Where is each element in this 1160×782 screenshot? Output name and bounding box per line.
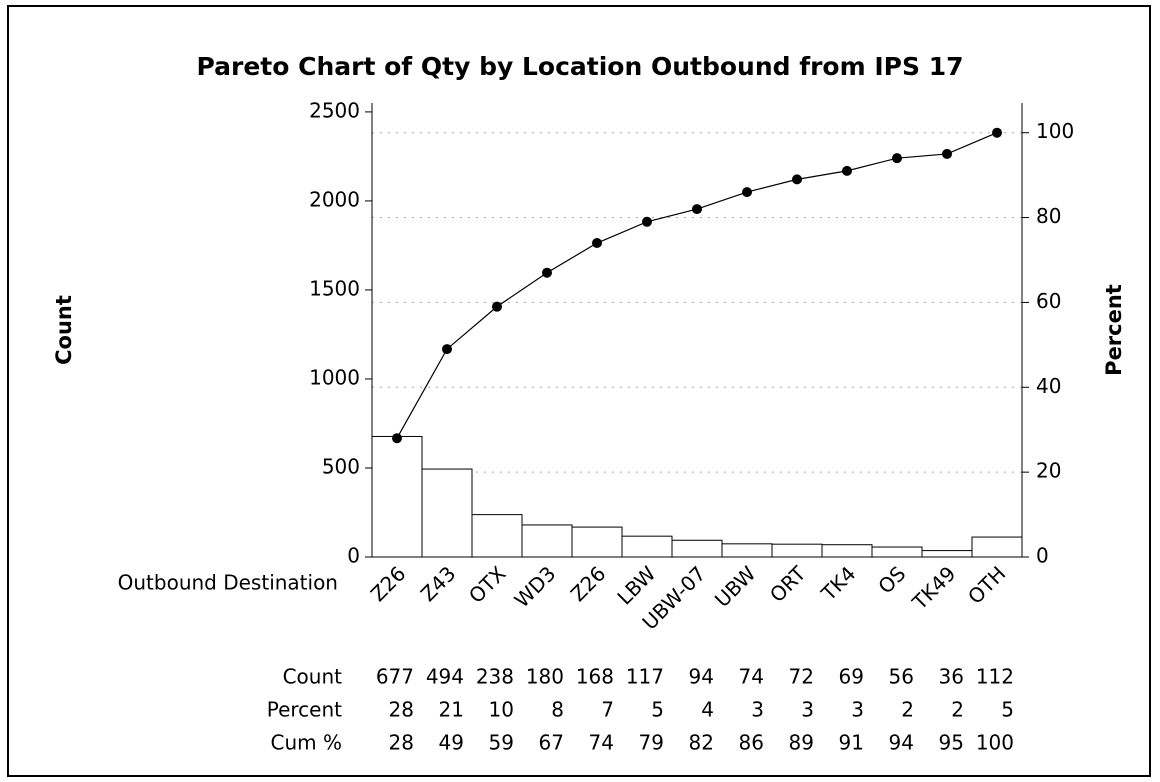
cumulative-point: [942, 148, 952, 159]
frame: [7, 5, 1151, 777]
bar: [571, 526, 623, 558]
cumulative-point: [692, 204, 702, 215]
table-cell: 67: [539, 731, 564, 755]
cumulative-point: [842, 165, 852, 176]
y2-axis-label: Percent: [1102, 284, 1126, 376]
table-cell: 168: [576, 665, 614, 689]
cumulative-point: [492, 301, 502, 312]
table-cell: 3: [801, 698, 814, 722]
y2-tick-label: 60: [1036, 289, 1061, 313]
y2-tick-label: 80: [1036, 204, 1061, 228]
table-cell: 49: [439, 731, 464, 755]
bar: [521, 524, 573, 558]
table-cell: 7: [601, 698, 614, 722]
cumulative-point: [592, 238, 602, 249]
table-cell: 28: [389, 731, 414, 755]
table-cell: 5: [651, 698, 664, 722]
cumulative-point: [392, 433, 402, 444]
table-cell: 94: [689, 665, 714, 689]
bar: [621, 535, 673, 558]
x-tick-label: TK49: [907, 561, 961, 615]
x-tick-label: OTX: [464, 561, 511, 608]
table-cell: 74: [589, 731, 614, 755]
bar: [821, 544, 873, 558]
x-tick-label: OTH: [963, 561, 1010, 608]
table-cell: 74: [739, 665, 764, 689]
bar: [671, 539, 723, 558]
table-cell: 8: [551, 698, 564, 722]
table-cell: 677: [376, 665, 414, 689]
y-tick-label: 500: [322, 454, 360, 478]
table-cell: 91: [839, 731, 864, 755]
cumulative-point: [742, 187, 752, 198]
bar: [871, 546, 923, 558]
bar: [421, 468, 473, 558]
table-row-label: Count: [283, 665, 343, 689]
table-cell: 4: [701, 698, 714, 722]
y-axis-label: Count: [52, 295, 76, 365]
table-cell: 69: [839, 665, 864, 689]
table-cell: 21: [439, 698, 464, 722]
table-cell: 5: [1001, 698, 1014, 722]
table-cell: 494: [426, 665, 464, 689]
y2-tick-label: 40: [1036, 374, 1061, 398]
table-row-label: Cum %: [271, 731, 342, 755]
cumulative-point: [542, 267, 552, 278]
x-tick-label: OS: [873, 561, 910, 598]
y-tick-label: 1000: [309, 365, 360, 389]
table-cell: 59: [489, 731, 514, 755]
cumulative-point: [642, 216, 652, 227]
bar: [921, 550, 973, 558]
table-cell: 10: [489, 698, 514, 722]
table-cell: 180: [526, 665, 564, 689]
table-row-label: Percent: [267, 698, 342, 722]
table-cell: 2: [901, 698, 914, 722]
table-cell: 117: [626, 665, 664, 689]
y2-tick-label: 100: [1036, 119, 1074, 143]
cumulative-point: [792, 174, 802, 185]
table-cell: 86: [739, 731, 764, 755]
x-tick-label: TK4: [816, 561, 861, 606]
table-cell: 36: [939, 665, 964, 689]
chart-title: Pareto Chart of Qty by Location Outbound…: [196, 52, 963, 81]
table-cell: 94: [889, 731, 914, 755]
y-tick-label: 2500: [309, 98, 360, 122]
x-tick-label: Z26: [566, 561, 611, 606]
cumulative-point: [892, 153, 902, 164]
cumulative-point: [992, 127, 1002, 138]
bar: [721, 543, 773, 558]
y-tick-label: 2000: [309, 187, 360, 211]
table-cell: 72: [789, 665, 814, 689]
cumulative-point: [442, 344, 452, 355]
bar: [971, 536, 1023, 558]
table-cell: 3: [751, 698, 764, 722]
x-tick-label: UBW: [710, 561, 761, 612]
table-cell: 3: [851, 698, 864, 722]
table-cell: 112: [976, 665, 1014, 689]
y-tick-label: 1500: [309, 276, 360, 300]
x-tick-label: WD3: [510, 561, 561, 612]
table-cell: 82: [689, 731, 714, 755]
y-tick-label: 0: [347, 544, 360, 568]
table-cell: 238: [476, 665, 514, 689]
y2-tick-label: 0: [1036, 544, 1049, 568]
table-cell: 100: [976, 731, 1014, 755]
table-cell: 2: [951, 698, 964, 722]
x-axis-label: Outbound Destination: [118, 571, 338, 595]
table-cell: 56: [889, 665, 914, 689]
table-cell: 95: [939, 731, 964, 755]
bar: [371, 435, 423, 558]
table-cell: 79: [639, 731, 664, 755]
x-tick-label: Z43: [416, 561, 461, 606]
table-cell: 28: [389, 698, 414, 722]
x-tick-label: ORT: [765, 561, 811, 607]
x-tick-label: Z26: [366, 561, 411, 606]
table-cell: 89: [789, 731, 814, 755]
bar: [771, 543, 823, 558]
bar: [471, 514, 523, 558]
y2-tick-label: 20: [1036, 459, 1061, 483]
cumulative-line: [396, 132, 998, 439]
